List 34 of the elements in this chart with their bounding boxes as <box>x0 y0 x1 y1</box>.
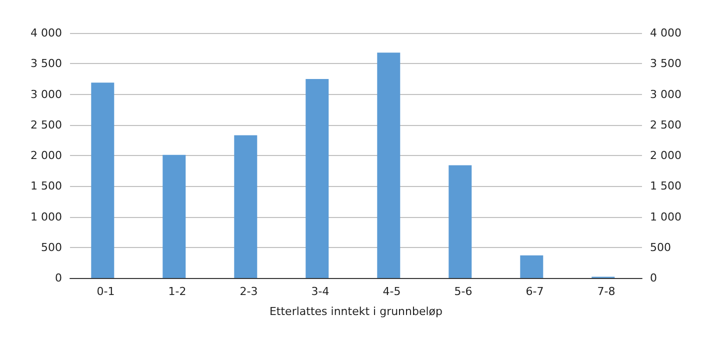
bar <box>162 154 186 278</box>
x-axis-title: Etterlattes inntekt i grunnbeløp <box>269 305 443 318</box>
y2-tick-label: 3 500 <box>650 57 682 70</box>
y2-tick-label: 0 <box>650 272 657 284</box>
y-tick-label: 4 000 <box>30 26 62 40</box>
y2-tick-label: 2 000 <box>650 149 682 162</box>
y-tick-label: 3 000 <box>30 88 62 101</box>
x-tick-label: 2-3 <box>240 285 258 298</box>
bar <box>234 135 258 278</box>
x-tick-label: 5-6 <box>454 285 472 298</box>
y-tick-label: 3 500 <box>30 57 62 70</box>
bar <box>448 165 472 278</box>
x-tick-label: 6-7 <box>526 285 544 298</box>
y-tick-label: 2 500 <box>30 118 62 132</box>
y-tick-label: 500 <box>41 240 62 254</box>
y2-tick-label: 4 000 <box>650 26 682 40</box>
bar <box>520 255 544 278</box>
y-tick-label: 1 000 <box>30 210 62 224</box>
bar <box>377 52 400 278</box>
y2-tick-label: 1 000 <box>650 210 682 224</box>
y-tick-label: 2 000 <box>30 149 62 162</box>
y2-tick-label: 3 000 <box>650 88 682 101</box>
y2-tick-label: 1 500 <box>650 180 682 193</box>
y-tick-label: 0 <box>55 272 62 284</box>
x-tick-label: 3-4 <box>311 285 330 298</box>
bar <box>306 78 329 278</box>
y-tick-label: 1 500 <box>30 180 62 193</box>
y2-tick-label: 2 500 <box>650 118 682 132</box>
x-tick-label: 7-8 <box>597 285 616 298</box>
x-tick-label: 1-2 <box>168 285 186 298</box>
x-tick-label: 4-5 <box>382 285 401 298</box>
x-tick-label: 0-1 <box>96 285 115 298</box>
bar <box>91 82 114 278</box>
y2-tick-label: 500 <box>650 240 671 254</box>
